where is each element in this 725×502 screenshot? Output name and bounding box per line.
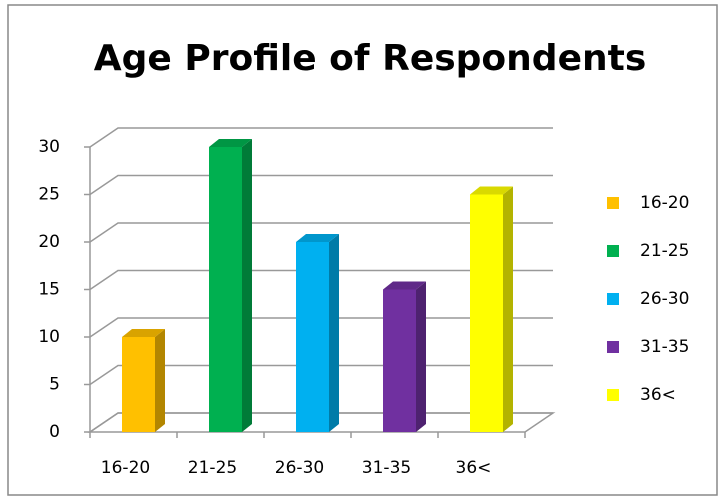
y-tick-label: 10 xyxy=(38,327,60,347)
bar-top xyxy=(122,329,165,337)
bar-top xyxy=(209,139,252,147)
x-tick-label: 31-35 xyxy=(362,458,411,478)
legend-swatch xyxy=(607,245,619,257)
bar xyxy=(470,194,503,432)
legend-label: 31-35 xyxy=(640,337,689,357)
y-tick-label: 15 xyxy=(38,280,60,300)
x-tick-label: 26-30 xyxy=(275,458,324,478)
x-tick-label: 21-25 xyxy=(188,458,237,478)
legend-swatch xyxy=(607,341,619,353)
grid-line xyxy=(89,174,553,196)
bar xyxy=(296,242,329,432)
bar-side xyxy=(503,186,513,432)
legend-swatch xyxy=(607,389,619,401)
y-tick-label: 0 xyxy=(49,422,60,442)
chart-title: Age Profile of Respondents xyxy=(94,38,647,79)
legend-label: 21-25 xyxy=(640,241,689,261)
legend-swatch xyxy=(607,293,619,305)
legend-label: 26-30 xyxy=(640,289,689,309)
bar xyxy=(122,337,155,432)
bar-side xyxy=(155,329,165,432)
bar xyxy=(383,289,416,432)
x-tick-label: 36< xyxy=(456,458,492,478)
bar-top xyxy=(383,281,426,290)
y-tick-label: 20 xyxy=(38,232,60,252)
bar-side xyxy=(242,139,252,432)
y-tick-label: 30 xyxy=(38,137,60,157)
bar-top xyxy=(296,234,339,242)
grid-line xyxy=(89,127,553,148)
y-tick-label: 5 xyxy=(49,375,60,395)
x-tick-label: 16-20 xyxy=(101,458,150,478)
bar-top xyxy=(470,186,513,195)
legend-label: 36< xyxy=(640,385,676,405)
y-tick-label: 25 xyxy=(38,185,60,205)
bar-side xyxy=(416,281,426,432)
legend-label: 16-20 xyxy=(640,193,689,213)
bar-side xyxy=(329,234,339,432)
grid-line xyxy=(89,269,553,291)
bar xyxy=(209,147,242,432)
legend-swatch xyxy=(607,197,619,209)
grid-line xyxy=(89,222,553,243)
